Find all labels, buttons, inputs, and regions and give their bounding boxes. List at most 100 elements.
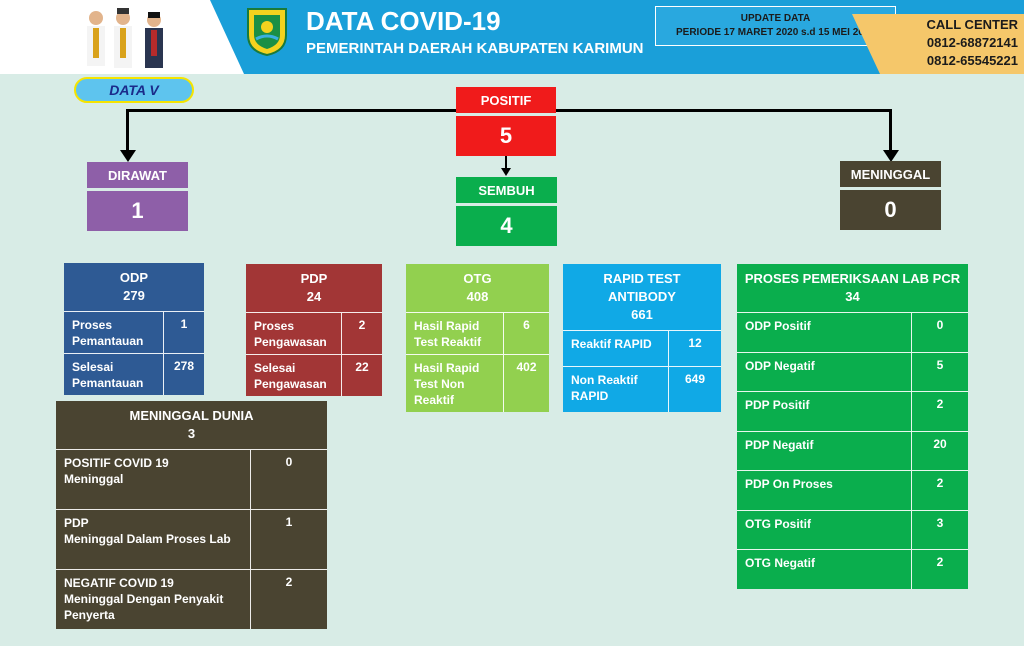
table-row: Reaktif RAPID 12 — [563, 330, 721, 366]
meninggal-value: 0 — [840, 190, 941, 230]
table-row: Non Reaktif RAPID 649 — [563, 366, 721, 412]
row-label: Hasil Rapid Test Non Reaktif — [406, 355, 504, 412]
row-label: PDP Negatif — [737, 431, 912, 470]
row-value: 2 — [936, 555, 944, 569]
row-value: 1 — [285, 515, 293, 529]
dirawat-value: 1 — [87, 191, 188, 231]
row-sublabel: Meninggal Dengan Penyakit Penyerta — [64, 592, 224, 622]
row-label: PDP On Proses — [737, 471, 912, 510]
row-label: PDP — [64, 516, 89, 530]
table-row: PDP Positif 2 — [737, 391, 968, 431]
row-value: 6 — [523, 318, 530, 332]
row-label: NEGATIF COVID 19 — [64, 576, 174, 590]
table-row: Proses Pemantauan 1 — [64, 311, 204, 353]
row-value: 2 — [936, 397, 944, 411]
row-value: 20 — [933, 436, 947, 451]
connector-line — [889, 109, 892, 154]
otg-total: 408 — [466, 289, 489, 304]
update-label: UPDATE DATA — [740, 13, 811, 24]
pcr-title: PROSES PEMERIKSAAN LAB PCR — [744, 271, 961, 286]
row-value: 1 — [180, 317, 188, 331]
table-row: OTG Negatif 2 — [737, 549, 968, 589]
row-label: Selesai Pengawasan — [246, 355, 342, 396]
sembuh-value: 4 — [456, 206, 557, 246]
row-value: 402 — [516, 360, 537, 374]
positif-label: POSITIF — [456, 87, 556, 113]
row-label: ODP Positif — [737, 313, 912, 352]
call-center-number[interactable]: 0812-68872141 — [926, 35, 1018, 50]
otg-table: OTG 408 Hasil Rapid Test Reaktif 6 Hasil… — [406, 264, 549, 412]
update-period: PERIODE 17 MARET 2020 s.d 15 MEI 2020 — [676, 27, 875, 38]
row-label: OTG Negatif — [737, 550, 912, 589]
arrow-down-icon — [883, 150, 899, 162]
odp-table: ODP 279 Proses Pemantauan 1 Selesai Pema… — [64, 263, 204, 395]
pdp-title: PDP — [300, 271, 328, 286]
regency-emblem-icon — [247, 8, 287, 57]
table-row: Selesai Pemantauan 278 — [64, 353, 204, 395]
row-label: Reaktif RAPID — [563, 331, 669, 366]
table-row: Hasil Rapid Test Reaktif 6 — [406, 312, 549, 354]
table-row: Proses Pengawasan 2 — [246, 312, 382, 354]
row-value: 0 — [936, 318, 944, 332]
table-row: Selesai Pengawasan 22 — [246, 354, 382, 396]
row-value: 3 — [936, 515, 944, 530]
rapid-total: 661 — [631, 307, 653, 322]
connector-line — [126, 109, 129, 154]
meninggal-label: MENINGGAL — [840, 161, 941, 187]
row-label: ODP Negatif — [737, 352, 912, 391]
rapid-title: RAPID TEST ANTIBODY — [603, 271, 681, 304]
row-label: POSITIF COVID 19 — [64, 456, 169, 470]
row-label: Proses Pemantauan — [64, 312, 164, 353]
meninggal-dunia-total: 3 — [187, 426, 196, 441]
dirawat-label: DIRAWAT — [87, 162, 188, 188]
table-row: PDP Negatif 20 — [737, 430, 968, 470]
sembuh-label: SEMBUH — [456, 177, 557, 203]
row-value: 5 — [936, 357, 944, 372]
meninggal-dunia-table: MENINGGAL DUNIA 3 POSITIF COVID 19 Menin… — [56, 401, 327, 629]
table-row: Hasil Rapid Test Non Reaktif 402 — [406, 354, 549, 412]
page-title: DATA COVID-19 — [306, 6, 501, 36]
call-center-number[interactable]: 0812-65545221 — [926, 53, 1018, 68]
row-sublabel: Meninggal Dalam Proses Lab — [64, 532, 231, 546]
table-row: OTG Positif 3 — [737, 509, 968, 549]
meninggal-dunia-title: MENINGGAL DUNIA — [129, 408, 254, 423]
table-row: PDP Meninggal Dalam Proses Lab 1 — [56, 509, 327, 569]
row-label: PDP Positif — [737, 392, 912, 431]
row-value: 0 — [285, 455, 293, 469]
table-row: ODP Negatif 5 — [737, 351, 968, 391]
row-value: 12 — [688, 336, 702, 350]
otg-title: OTG — [463, 271, 492, 286]
row-label: Selesai Pemantauan — [64, 354, 164, 395]
row-label: Non Reaktif RAPID — [563, 367, 669, 412]
odp-title: ODP — [119, 270, 149, 285]
odp-total: 279 — [123, 288, 145, 303]
data-version-badge: DATA V — [74, 77, 194, 103]
connector-line — [505, 156, 507, 170]
row-value: 2 — [358, 318, 366, 332]
call-center-label: CALL CENTER — [926, 17, 1018, 32]
row-value: 2 — [285, 575, 293, 589]
update-period-box: UPDATE DATA PERIODE 17 MARET 2020 s.d 15… — [655, 6, 896, 46]
arrow-down-icon — [501, 168, 511, 176]
row-sublabel: Meninggal — [64, 472, 124, 486]
officials-photo-icon — [87, 8, 163, 68]
pdp-table: PDP 24 Proses Pengawasan 2 Selesai Penga… — [246, 264, 382, 396]
positif-value: 5 — [456, 116, 556, 156]
row-label: OTG Positif — [737, 510, 912, 549]
row-label: Proses Pengawasan — [246, 313, 342, 354]
pcr-total: 34 — [845, 289, 860, 304]
call-center-box: CALL CENTER 0812-68872141 0812-65545221 — [852, 14, 1024, 74]
table-row: POSITIF COVID 19 Meninggal 0 — [56, 449, 327, 509]
row-value: 22 — [355, 360, 369, 374]
arrow-down-icon — [120, 150, 136, 162]
table-row: NEGATIF COVID 19 Meninggal Dengan Penyak… — [56, 569, 327, 629]
table-row: ODP Positif 0 — [737, 312, 968, 352]
row-value: 649 — [684, 372, 706, 386]
pdp-total: 24 — [306, 289, 322, 304]
pcr-table: PROSES PEMERIKSAAN LAB PCR 34 ODP Positi… — [737, 264, 968, 589]
page-subtitle: PEMERINTAH DAERAH KABUPATEN KARIMUN — [306, 40, 644, 57]
row-label: Hasil Rapid Test Reaktif — [406, 313, 504, 354]
rapid-test-table: RAPID TEST ANTIBODY 661 Reaktif RAPID 12… — [563, 264, 721, 412]
table-row: PDP On Proses 2 — [737, 470, 968, 510]
row-value: 2 — [936, 476, 944, 490]
